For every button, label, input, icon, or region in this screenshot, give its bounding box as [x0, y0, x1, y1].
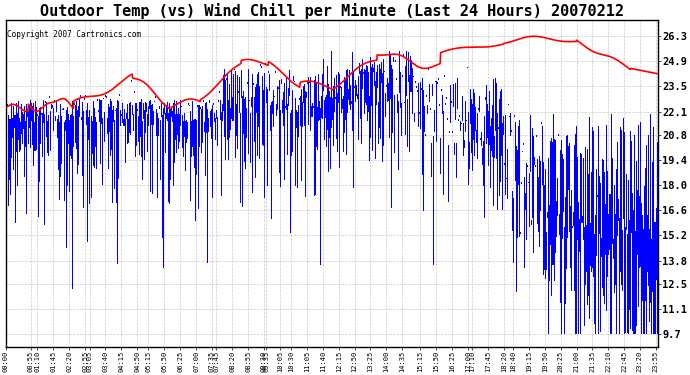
Title: Outdoor Temp (vs) Wind Chill per Minute (Last 24 Hours) 20070212: Outdoor Temp (vs) Wind Chill per Minute …: [40, 3, 624, 19]
Text: Copyright 2007 Cartronics.com: Copyright 2007 Cartronics.com: [7, 30, 141, 39]
